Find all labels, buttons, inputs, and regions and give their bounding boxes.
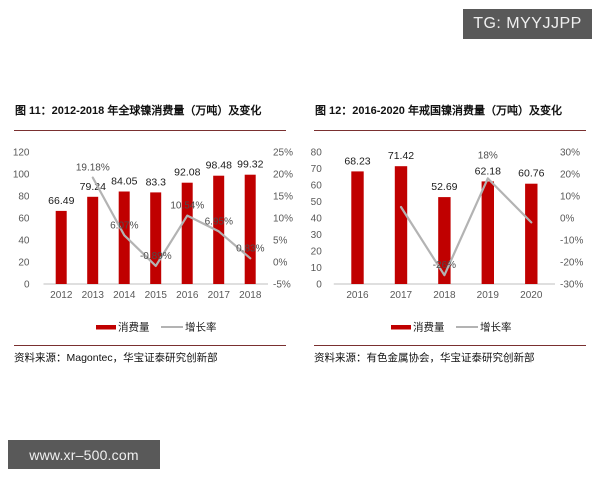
svg-text:6.95%: 6.95% — [205, 216, 233, 227]
svg-text:-0.89%: -0.89% — [140, 251, 172, 262]
svg-text:100: 100 — [13, 170, 30, 181]
svg-text:68.23: 68.23 — [344, 155, 370, 167]
svg-text:92.08: 92.08 — [174, 167, 200, 179]
svg-text:-5%: -5% — [273, 280, 291, 291]
svg-text:10.54%: 10.54% — [170, 201, 204, 212]
svg-text:52.69: 52.69 — [431, 181, 457, 193]
svg-text:消费量: 消费量 — [118, 321, 150, 334]
svg-text:98.48: 98.48 — [206, 160, 232, 172]
svg-text:-10%: -10% — [560, 236, 583, 247]
svg-text:79.24: 79.24 — [80, 181, 106, 193]
svg-text:5%: 5% — [273, 236, 288, 247]
svg-text:19.18%: 19.18% — [76, 163, 110, 174]
svg-text:18%: 18% — [478, 150, 498, 161]
svg-text:10: 10 — [311, 263, 323, 274]
svg-text:60: 60 — [311, 181, 323, 192]
svg-text:消费量: 消费量 — [413, 321, 445, 334]
svg-text:2018: 2018 — [239, 290, 262, 301]
svg-text:62.18: 62.18 — [475, 165, 501, 177]
svg-text:50: 50 — [311, 197, 323, 208]
svg-text:84.05: 84.05 — [111, 176, 137, 188]
svg-text:-20%: -20% — [560, 258, 583, 269]
svg-text:2018: 2018 — [433, 290, 456, 301]
svg-text:60.76: 60.76 — [518, 168, 544, 180]
svg-text:60: 60 — [18, 214, 30, 225]
svg-text:20: 20 — [18, 258, 30, 269]
svg-text:0.83%: 0.83% — [236, 243, 264, 254]
svg-text:66.49: 66.49 — [48, 195, 74, 207]
svg-text:增长率: 增长率 — [480, 321, 511, 334]
svg-text:99.32: 99.32 — [237, 159, 263, 171]
svg-text:30: 30 — [311, 230, 323, 241]
svg-text:10%: 10% — [273, 214, 293, 225]
svg-text:2017: 2017 — [208, 290, 231, 301]
svg-text:2016: 2016 — [176, 290, 199, 301]
svg-text:2017: 2017 — [390, 290, 413, 301]
svg-text:2013: 2013 — [82, 290, 105, 301]
svg-text:-30%: -30% — [560, 280, 583, 291]
svg-text:10%: 10% — [560, 192, 580, 203]
svg-text:20%: 20% — [560, 170, 580, 181]
svg-text:2020: 2020 — [520, 290, 543, 301]
svg-text:2014: 2014 — [113, 290, 136, 301]
svg-text:70: 70 — [311, 164, 323, 175]
svg-text:2016: 2016 — [346, 290, 369, 301]
svg-text:30%: 30% — [560, 148, 580, 159]
svg-text:80: 80 — [311, 148, 323, 159]
svg-text:0: 0 — [316, 280, 322, 291]
svg-text:40: 40 — [18, 236, 30, 247]
svg-text:20: 20 — [311, 247, 323, 258]
svg-text:增长率: 增长率 — [185, 321, 216, 334]
svg-text:25%: 25% — [273, 148, 293, 159]
svg-text:0: 0 — [24, 280, 30, 291]
svg-text:120: 120 — [13, 148, 30, 159]
svg-text:40: 40 — [311, 214, 323, 225]
svg-text:2019: 2019 — [477, 290, 500, 301]
svg-text:2012: 2012 — [50, 290, 73, 301]
svg-text:83.3: 83.3 — [146, 176, 167, 188]
svg-text:15%: 15% — [273, 192, 293, 203]
svg-text:-26%: -26% — [433, 260, 456, 271]
svg-text:2015: 2015 — [145, 290, 168, 301]
svg-text:80: 80 — [18, 192, 30, 203]
svg-text:0%: 0% — [560, 214, 575, 225]
svg-text:20%: 20% — [273, 170, 293, 181]
svg-text:0%: 0% — [273, 258, 288, 269]
svg-text:71.42: 71.42 — [388, 150, 414, 162]
svg-text:6.07%: 6.07% — [110, 220, 138, 231]
